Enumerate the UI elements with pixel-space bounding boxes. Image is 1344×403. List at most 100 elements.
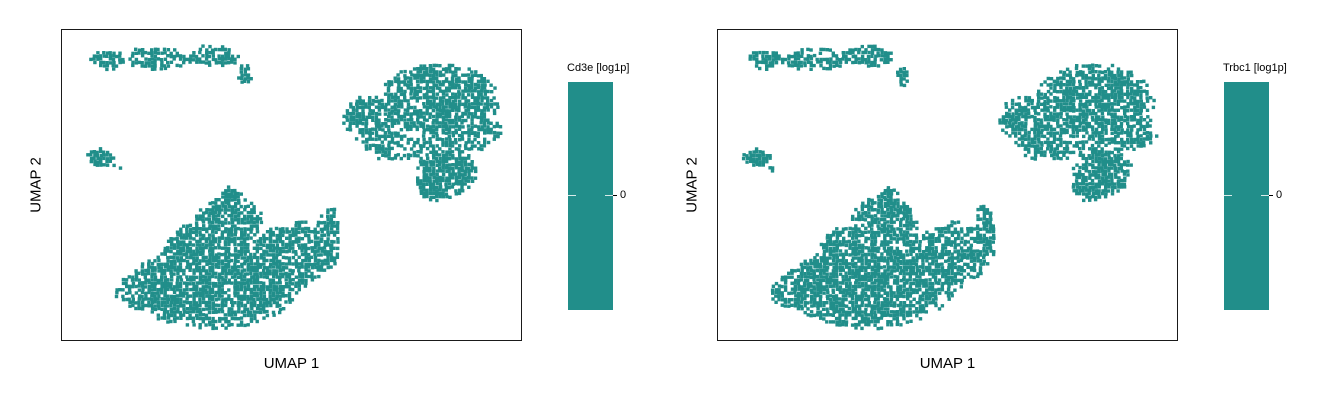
cell-point [169, 259, 174, 264]
cell-point [262, 243, 266, 247]
cell-point [860, 54, 865, 58]
cell-point [195, 306, 199, 311]
cell-point [482, 85, 487, 90]
cell-point [377, 105, 381, 110]
cell-point [374, 150, 379, 154]
cell-point [275, 249, 279, 253]
cell-point [1056, 124, 1060, 129]
cell-point [217, 246, 222, 250]
cell-point [316, 230, 320, 235]
cell-point [141, 48, 145, 52]
cell-point [860, 246, 865, 250]
cell-point [89, 159, 93, 164]
cell-point [377, 150, 382, 154]
cell-point [1078, 191, 1082, 196]
cell-point [1005, 114, 1009, 119]
cell-point [354, 137, 359, 141]
cell-point [989, 223, 993, 228]
cell-point [962, 275, 967, 279]
cell-point [214, 284, 218, 288]
cell-point [1007, 121, 1012, 125]
cell-point [157, 258, 161, 263]
cell-point [831, 258, 836, 263]
cell-point [1081, 140, 1085, 144]
cell-point [1065, 112, 1069, 116]
cell-point [166, 313, 171, 317]
cell-point [812, 291, 817, 295]
cell-point [208, 201, 212, 206]
cell-point [1142, 144, 1146, 148]
cell-point [876, 224, 880, 228]
cell-point [131, 297, 135, 301]
cell-point [1100, 147, 1104, 151]
cell-point [454, 108, 458, 112]
cell-point [953, 227, 958, 231]
cell-point [166, 287, 170, 292]
cell-point [1094, 77, 1098, 81]
cell-point [143, 50, 148, 55]
cell-point [934, 265, 939, 269]
cell-point [160, 303, 164, 308]
cell-point [428, 115, 432, 119]
cell-point [438, 182, 442, 186]
cell-point [211, 284, 215, 288]
cell-point [300, 262, 304, 266]
cell-point [483, 83, 487, 87]
cell-point [1101, 95, 1105, 100]
cell-point [1024, 122, 1028, 126]
cell-point [460, 166, 464, 170]
cell-point [179, 278, 184, 282]
cell-point [828, 256, 832, 260]
cell-point [249, 265, 254, 270]
cell-point [454, 128, 458, 132]
cell-point [880, 240, 884, 244]
cell-point [1059, 156, 1063, 161]
cell-point [252, 285, 257, 289]
cell-point [393, 118, 397, 122]
cell-point [1014, 131, 1018, 135]
cell-point [861, 211, 865, 215]
cell-point [402, 80, 407, 84]
cell-point [262, 252, 266, 257]
cell-point [1065, 86, 1069, 91]
cell-point [271, 294, 276, 298]
cell-point [1084, 163, 1088, 167]
cell-point [1033, 140, 1037, 145]
cell-point [1075, 134, 1079, 138]
cell-point [799, 262, 804, 267]
cell-point [748, 156, 752, 161]
cell-point [1123, 130, 1127, 135]
cell-point [256, 287, 260, 291]
cell-point [172, 306, 177, 311]
cell-point [1107, 83, 1111, 87]
cell-point [396, 121, 401, 125]
cell-point [240, 221, 244, 225]
cell-point [431, 134, 435, 139]
cell-point [1084, 188, 1089, 192]
cell-point [853, 54, 858, 58]
cell-point [242, 233, 247, 237]
cell-point [848, 291, 852, 295]
cell-point [169, 249, 173, 254]
cell-point [233, 288, 237, 292]
cell-point [925, 265, 929, 270]
cell-point [473, 86, 478, 90]
cell-point [1049, 99, 1053, 103]
cell-point [825, 256, 829, 260]
cell-point [1082, 134, 1086, 139]
cell-point [1088, 134, 1092, 138]
cell-point [1059, 80, 1063, 84]
cell-point [220, 288, 224, 292]
cell-point [138, 281, 142, 286]
cell-point [960, 249, 964, 253]
cell-point [374, 124, 379, 128]
cell-point [870, 291, 874, 295]
cell-point [1097, 166, 1101, 171]
cell-point [233, 262, 237, 266]
plot-area [717, 29, 1178, 341]
cell-point [297, 265, 301, 270]
cell-point [287, 284, 291, 289]
cell-point [902, 211, 906, 215]
cell-point [1084, 73, 1088, 78]
cell-point [214, 58, 218, 62]
